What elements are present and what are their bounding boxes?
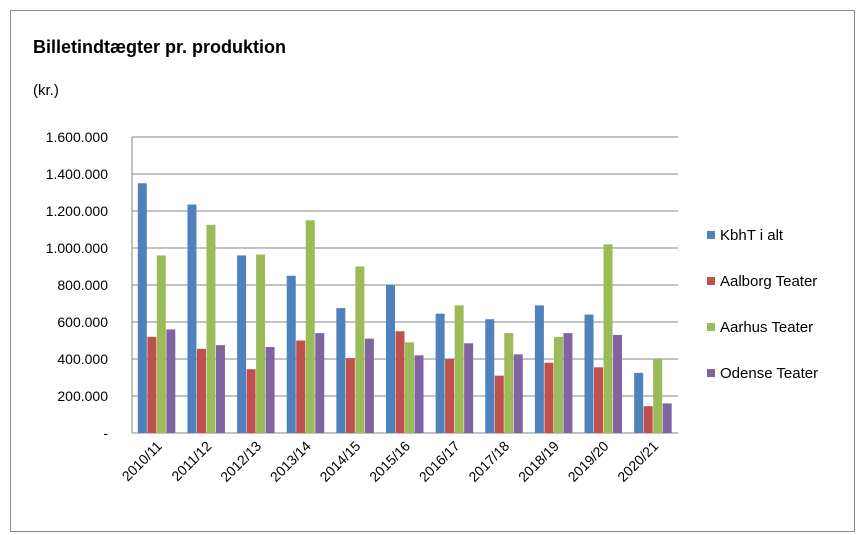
legend: KbhT i alt Aalborg Teater Aarhus Teater Ode… [707,227,818,382]
y-tick-label: 1.400.000 [46,166,108,182]
bar [494,375,504,433]
legend-label: Aalborg Teater [720,273,817,290]
x-tick-label: 2012/13 [217,438,264,485]
bar [246,369,256,433]
bar [634,372,644,433]
bar [435,313,445,433]
bar [513,354,523,433]
y-tick-label: 1.000.000 [46,240,108,256]
x-tick-label: 2020/21 [614,438,661,485]
x-tick-label: 2017/18 [465,438,512,485]
y-tick-label: 1.200.000 [46,203,108,219]
y-tick-label: 600.000 [57,314,108,330]
chart-title: Billetindtægter pr. produktion [33,37,286,57]
x-tick-label: 2010/11 [119,438,166,485]
legend-swatch [707,369,715,377]
chart-subtitle: (kr.) [33,82,59,99]
bar [563,333,573,433]
bar [137,183,147,433]
bar [286,275,296,433]
bar [364,338,374,433]
bar [662,403,672,433]
bar [405,342,414,433]
legend-swatch [707,231,715,239]
bar [296,340,306,433]
x-tick-label: 2011/12 [168,438,215,485]
bars [137,183,672,433]
legend-label: Aarhus Teater [720,319,813,336]
chart-frame [10,10,855,532]
bar [603,244,613,433]
bar [594,367,604,433]
bar [237,255,247,433]
bar [454,305,464,433]
x-tick-label: 2013/14 [267,438,314,485]
bar [653,359,663,433]
bar [386,285,395,433]
bar [445,359,455,433]
bar [187,204,197,433]
bar [196,348,206,433]
x-axis: 2010/11 2011/12 2012/13 2013/14 2014/15 2015/… [119,438,662,485]
legend-swatch [707,323,715,331]
bar [355,266,365,433]
bar [485,319,495,433]
bar [643,406,653,433]
y-tick-label: 1.600.000 [46,129,108,145]
bar [206,224,216,433]
bar [256,254,266,433]
bar [265,346,275,433]
bar [395,331,405,433]
x-tick-label: 2019/20 [565,438,612,485]
bar [166,329,176,433]
bar [613,334,623,433]
bar [147,336,157,433]
bar [553,336,563,433]
y-tick-label: - [103,425,108,441]
bar [464,343,474,433]
bar [584,314,594,433]
bar [336,308,346,433]
y-tick-label: 200.000 [57,388,108,404]
bar [315,333,325,433]
legend-label: KbhT i alt [720,227,784,244]
bar [534,305,544,433]
bar [414,355,424,433]
legend-label: Odense Teater [720,365,818,382]
bar [345,358,355,433]
y-tick-label: 800.000 [57,277,108,293]
legend-swatch [707,277,715,285]
bar [504,333,514,433]
bar [215,345,225,433]
x-tick-label: 2014/15 [316,438,363,485]
bar [544,362,554,433]
x-tick-label: 2018/19 [515,438,562,485]
x-tick-label: 2016/17 [416,438,463,485]
bar [156,255,166,433]
bar [305,220,315,433]
x-tick-label: 2015/16 [366,438,413,485]
y-tick-label: 400.000 [57,351,108,367]
